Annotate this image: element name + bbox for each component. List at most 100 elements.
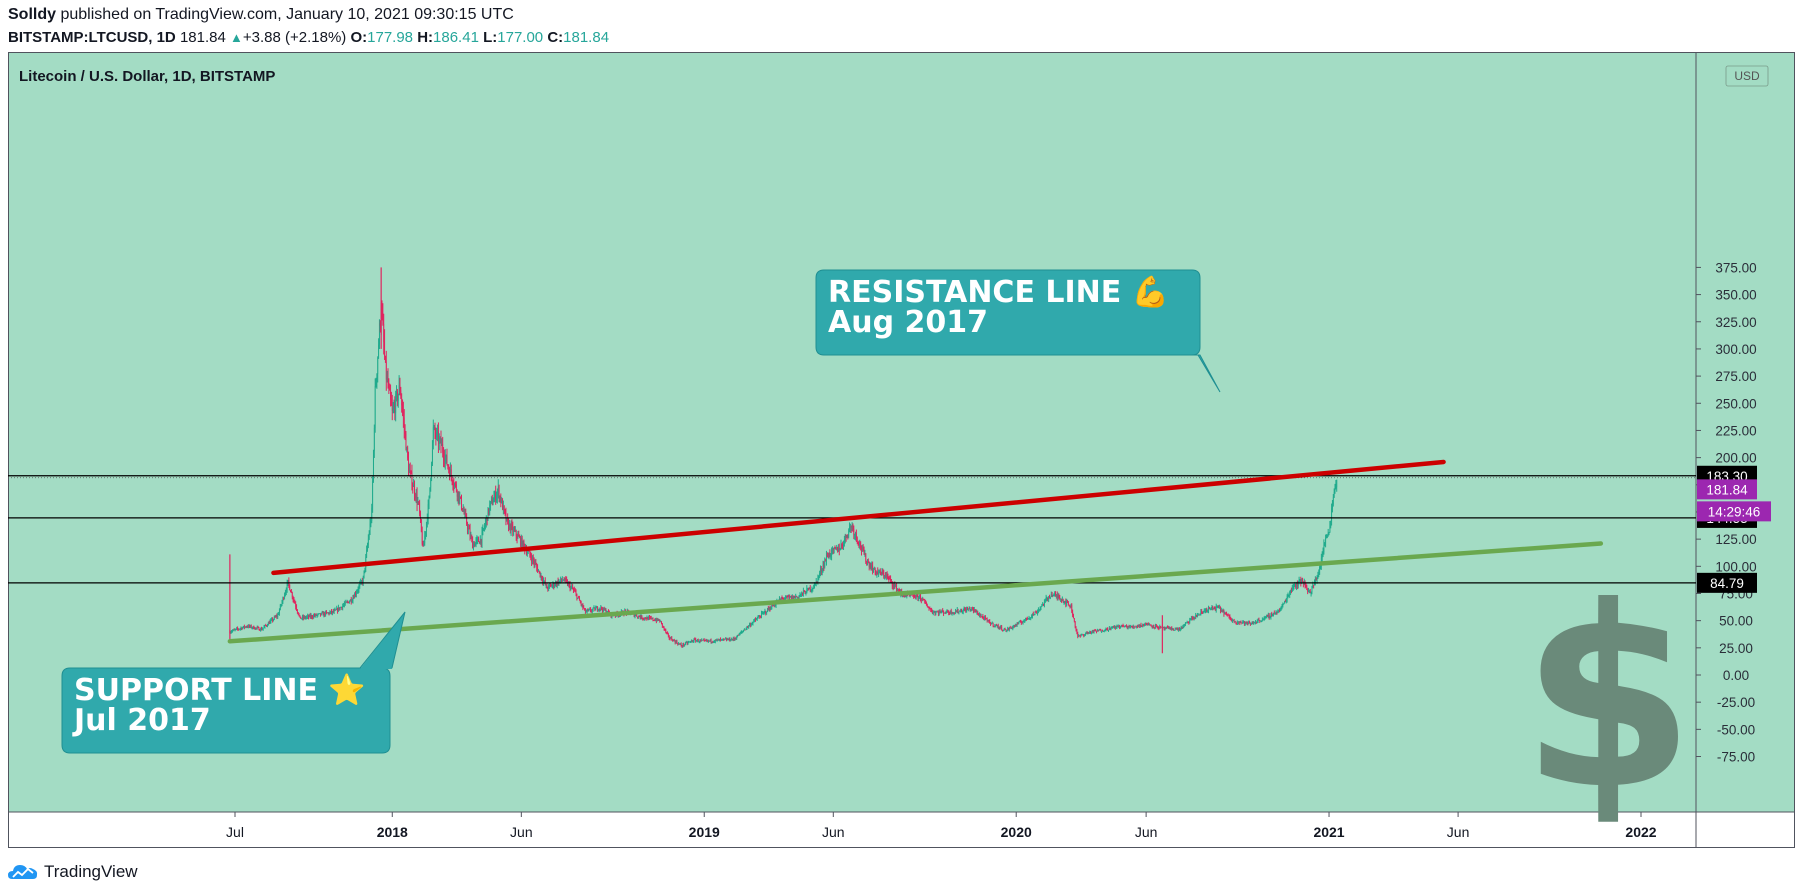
candle-body bbox=[1279, 609, 1280, 612]
candle-body bbox=[753, 620, 755, 623]
resistance-trend-line[interactable] bbox=[271, 459, 1446, 576]
candle-body bbox=[1298, 580, 1300, 582]
candle-body bbox=[263, 626, 265, 628]
candle-body bbox=[824, 560, 826, 567]
candle-body bbox=[779, 598, 780, 600]
candle-body bbox=[1257, 619, 1259, 621]
brand-name[interactable]: TradingView bbox=[44, 862, 138, 881]
candle-body bbox=[428, 497, 430, 505]
candle-body bbox=[522, 540, 524, 547]
candle-body bbox=[608, 611, 609, 613]
candle-body bbox=[657, 618, 659, 621]
candle-body bbox=[495, 492, 497, 501]
candle-body bbox=[1053, 593, 1055, 596]
candle-body bbox=[446, 454, 448, 465]
candle-body bbox=[820, 569, 821, 574]
support-trend-line[interactable] bbox=[227, 541, 1604, 644]
candle-body bbox=[464, 513, 466, 514]
candle-body bbox=[718, 639, 720, 641]
candle-body bbox=[836, 546, 838, 550]
candle-body bbox=[438, 431, 439, 444]
candle-body bbox=[361, 581, 362, 582]
candle-body bbox=[342, 605, 344, 609]
candle-body bbox=[476, 538, 478, 541]
author-name[interactable]: Solldy bbox=[8, 6, 57, 23]
candle-body bbox=[467, 528, 469, 530]
support-callout-line1: SUPPORT LINE ⭐ bbox=[74, 672, 366, 708]
candle-body bbox=[1135, 626, 1137, 628]
candle-body bbox=[764, 611, 766, 613]
candle-body bbox=[679, 643, 680, 645]
candle-body bbox=[354, 593, 356, 599]
resistance-callout[interactable] bbox=[815, 269, 1221, 393]
candle-body bbox=[415, 494, 417, 499]
candle-body bbox=[396, 391, 397, 395]
candle-body bbox=[349, 601, 350, 604]
candle-body bbox=[1100, 629, 1102, 632]
candle-body bbox=[1226, 613, 1227, 615]
candle-body bbox=[992, 622, 994, 626]
y-tick-label: 275.00 bbox=[1715, 369, 1756, 384]
candle-body bbox=[1215, 606, 1217, 611]
candle-body bbox=[647, 617, 649, 620]
candle-body bbox=[389, 387, 391, 391]
candle-body bbox=[888, 578, 890, 579]
candle-body bbox=[672, 640, 674, 642]
candle-body bbox=[774, 605, 776, 607]
candle-body bbox=[325, 611, 326, 616]
candle-body bbox=[863, 550, 865, 555]
candle-body bbox=[955, 611, 957, 613]
candle-body bbox=[1255, 622, 1256, 624]
candle-body bbox=[882, 571, 884, 574]
candle-body bbox=[663, 626, 665, 629]
candle-body bbox=[286, 583, 288, 591]
candle-body bbox=[289, 584, 291, 591]
candle-body bbox=[1101, 630, 1103, 632]
candle-body bbox=[1026, 617, 1027, 619]
candle-body bbox=[270, 619, 272, 622]
candle-body bbox=[262, 627, 264, 629]
candle-body bbox=[461, 497, 462, 509]
candle-body bbox=[1073, 618, 1075, 622]
low-label: L: bbox=[483, 29, 498, 46]
candle-body bbox=[809, 587, 811, 591]
time-axis[interactable] bbox=[8, 812, 1795, 848]
candle-body bbox=[1036, 612, 1038, 614]
candle-body bbox=[555, 582, 556, 586]
candle-body bbox=[762, 612, 764, 614]
candle-body bbox=[410, 470, 412, 473]
candle-body bbox=[700, 639, 702, 641]
low-value: 177.00 bbox=[497, 29, 544, 46]
candle-body bbox=[785, 598, 786, 600]
candle-body bbox=[413, 485, 415, 487]
candle-body bbox=[977, 611, 979, 615]
candle-body bbox=[1270, 613, 1272, 618]
high-value: 186.41 bbox=[433, 29, 479, 46]
candle-body bbox=[1296, 582, 1297, 587]
candle-body bbox=[881, 571, 883, 575]
candle-body bbox=[865, 553, 867, 562]
candle-body bbox=[421, 531, 423, 544]
candle-body bbox=[521, 537, 523, 547]
candle-body bbox=[759, 616, 761, 618]
candle-body bbox=[379, 323, 381, 326]
price-axis[interactable] bbox=[1696, 52, 1795, 812]
candle-body bbox=[318, 613, 320, 615]
currency-badge bbox=[1725, 65, 1769, 87]
candle-body bbox=[959, 610, 961, 612]
candle-body bbox=[1025, 617, 1027, 620]
candle-body bbox=[1248, 622, 1250, 624]
candle-body bbox=[997, 625, 998, 627]
candle-body bbox=[677, 643, 679, 645]
candle-body bbox=[1213, 608, 1215, 610]
support-callout[interactable] bbox=[61, 667, 391, 754]
candle-body bbox=[981, 616, 983, 617]
candle-body bbox=[1273, 612, 1275, 615]
candle-body bbox=[691, 640, 692, 642]
candle-body bbox=[1010, 627, 1012, 629]
candle-body bbox=[1088, 632, 1090, 634]
candle-body bbox=[1245, 621, 1247, 624]
candle-body bbox=[750, 623, 752, 626]
candle-body bbox=[872, 565, 874, 572]
